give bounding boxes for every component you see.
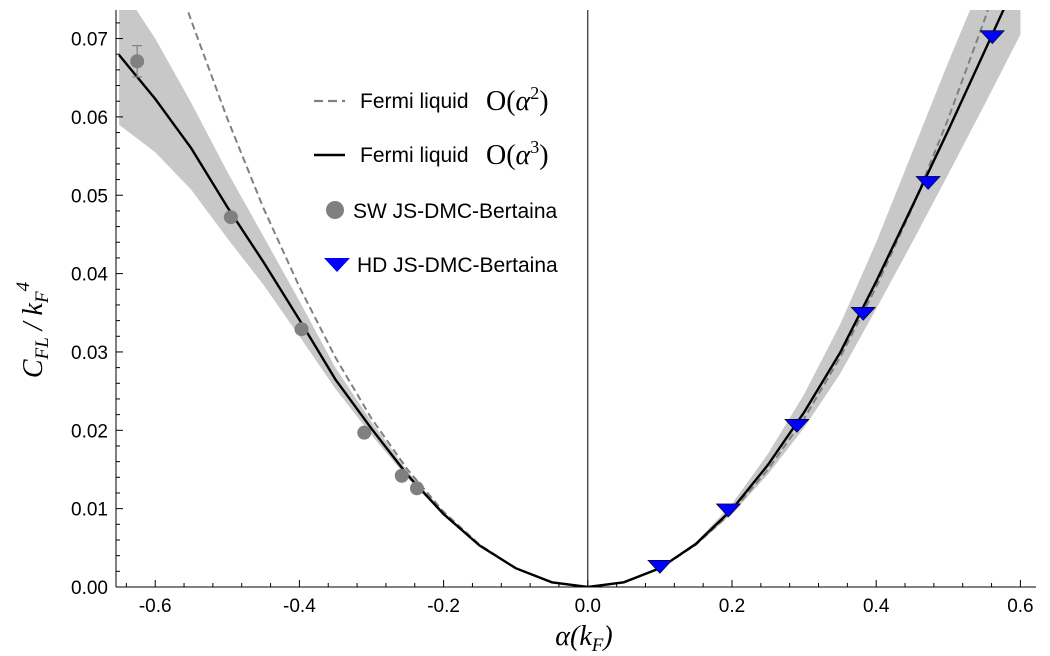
x-tick-label: 0.0 <box>575 596 601 617</box>
y-tick-label: 0.01 <box>71 500 108 521</box>
sw-data-point <box>357 425 372 440</box>
legend-order-o3: O(α3) <box>486 137 549 171</box>
sw-data-point <box>409 481 424 496</box>
y-tick-label: 0.06 <box>71 108 108 129</box>
y-tick-label: 0.02 <box>71 421 108 442</box>
hd-data-point <box>979 30 1005 45</box>
y-tick-label: 0.00 <box>71 578 108 599</box>
legend-label-hd: HD JS-DMC-Bertaina <box>357 254 558 277</box>
fermi-liquid-o3-line <box>118 10 1005 587</box>
x-tick-label: 0.2 <box>719 596 745 617</box>
legend-item-hd: HD JS-DMC-Bertaina <box>324 254 558 277</box>
sw-data-point <box>394 468 409 483</box>
hd-data-point <box>784 419 810 433</box>
sw-data-point <box>130 54 145 69</box>
legend-label-fermi-o2: Fermi liquid <box>360 90 469 113</box>
hd-data-point <box>850 306 876 321</box>
legend-item-fermi-o2: Fermi liquid O(α2) <box>314 83 549 117</box>
x-tick-label: 0.6 <box>1007 596 1033 617</box>
lines-layer <box>118 10 1005 587</box>
legend-label-fermi-o3: Fermi liquid <box>360 144 469 167</box>
sw-data-point <box>294 322 309 337</box>
legend: Fermi liquid O(α2) Fermi liquid O(α3) SW… <box>314 83 558 277</box>
y-tick-label: 0.07 <box>71 30 108 51</box>
legend-item-fermi-o3: Fermi liquid O(α3) <box>314 137 549 171</box>
y-tick-label: 0.03 <box>71 343 108 364</box>
legend-swatch-circle <box>326 201 344 219</box>
y-tick-label: 0.05 <box>71 186 108 207</box>
fermi-liquid-o2-line <box>186 10 989 587</box>
y-axis-title: CFL / kF4 <box>13 281 53 378</box>
points-layer <box>130 30 1005 574</box>
uncertainty-band <box>119 10 1021 587</box>
x-tick-label: -0.2 <box>427 596 460 617</box>
hd-data-point <box>715 503 742 518</box>
x-tick-label: 0.4 <box>863 596 890 617</box>
x-axis-title: α(kF) <box>555 621 612 656</box>
hd-data-point <box>915 176 941 190</box>
axes-layer: -0.6 -0.4 -0.2 0.0 0.2 0.4 0.6 0.00 0.01 0.02 0.03… <box>71 10 1036 617</box>
confidence-band-layer <box>119 10 1021 587</box>
legend-label-sw: SW JS-DMC-Bertaina <box>353 200 558 223</box>
legend-order-o2: O(α2) <box>486 83 549 117</box>
x-tick-label: -0.6 <box>139 596 172 617</box>
x-tick-label: -0.4 <box>283 596 316 617</box>
hd-data-point <box>647 560 673 574</box>
legend-item-sw: SW JS-DMC-Bertaina <box>326 200 558 223</box>
legend-swatch-triangle <box>324 258 350 272</box>
y-tick-label: 0.04 <box>71 265 108 286</box>
sw-data-point <box>223 210 238 225</box>
